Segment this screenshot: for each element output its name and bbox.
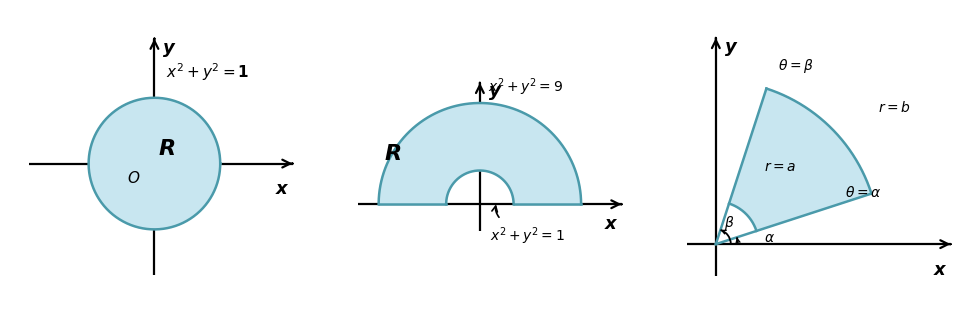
Text: $\beta$: $\beta$ [724,214,735,232]
Text: $\theta = \alpha$: $\theta = \alpha$ [846,186,882,200]
Text: $\boldsymbol{y}$: $\boldsymbol{y}$ [724,40,738,58]
Polygon shape [729,89,871,231]
Text: $r = a$: $r = a$ [764,160,797,174]
Polygon shape [88,98,220,230]
Text: $\boldsymbol{x}$: $\boldsymbol{x}$ [274,180,289,198]
Text: $x^2 + y^2 = 1$: $x^2 + y^2 = 1$ [490,225,564,247]
Text: $r = b$: $r = b$ [878,100,911,115]
Text: $\boldsymbol{x}$: $\boldsymbol{x}$ [933,261,948,279]
Text: $\boldsymbol{R}$: $\boldsymbol{R}$ [158,139,174,159]
Text: $\theta = \beta$: $\theta = \beta$ [778,57,814,75]
Text: $\alpha$: $\alpha$ [763,231,774,246]
Text: $\boldsymbol{R}$: $\boldsymbol{R}$ [383,143,401,164]
Text: $\boldsymbol{y}$: $\boldsymbol{y}$ [488,84,502,102]
Text: $x^2 + y^2 = 9$: $x^2 + y^2 = 9$ [488,76,564,98]
Polygon shape [378,103,581,204]
Text: $O$: $O$ [126,170,140,186]
Text: $\boldsymbol{y}$: $\boldsymbol{y}$ [163,41,176,59]
Text: $x^2 + y^2 = \mathbf{1}$: $x^2 + y^2 = \mathbf{1}$ [167,62,250,83]
Text: $\boldsymbol{x}$: $\boldsymbol{x}$ [604,215,618,233]
